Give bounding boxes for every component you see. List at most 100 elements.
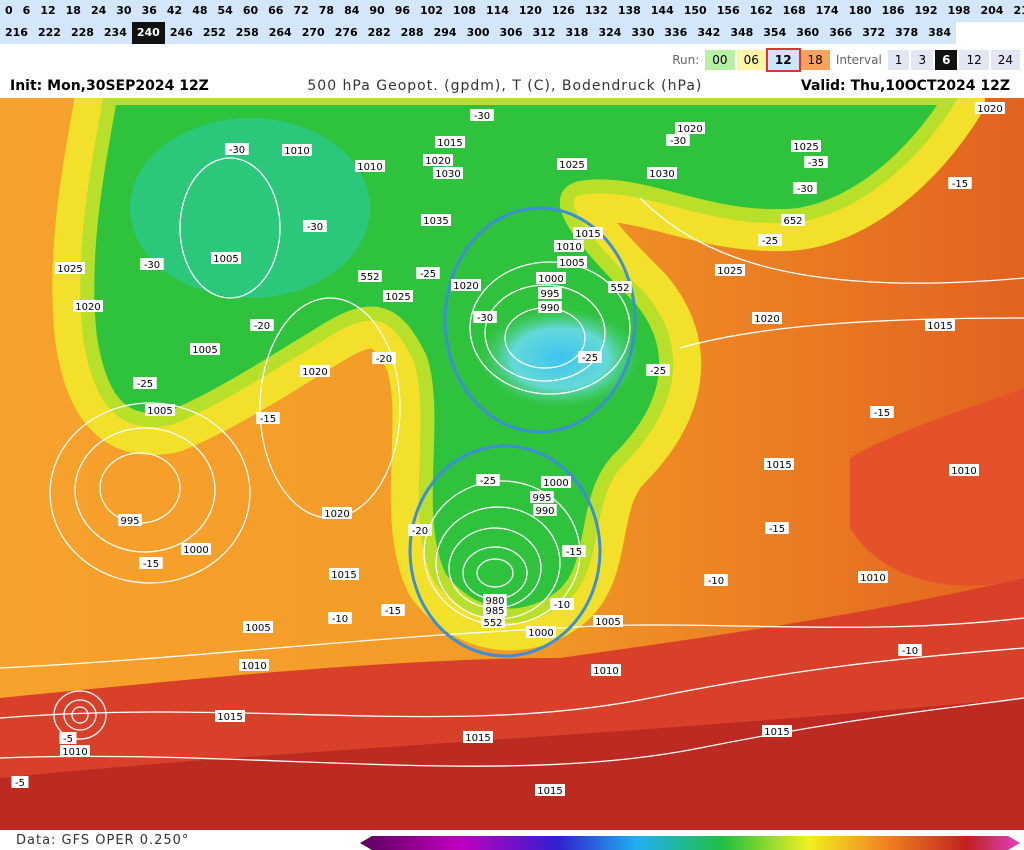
hour-link[interactable]: 336 [664,26,688,39]
hour-link[interactable]: 210 [1013,4,1024,17]
hour-link[interactable]: 72 [293,4,309,17]
interval-button[interactable]: 1 [887,50,910,70]
hour-link[interactable]: 258 [235,26,259,39]
pressure-label: -20 [254,321,270,332]
hour-link[interactable]: 126 [551,4,575,17]
hour-link[interactable]: 342 [697,26,721,39]
hour-link[interactable]: 330 [631,26,655,39]
hour-link[interactable]: 198 [947,4,971,17]
hour-link[interactable]: 192 [914,4,938,17]
interval-button[interactable]: 3 [911,50,934,70]
hour-link[interactable]: 18 [65,4,81,17]
run-button[interactable]: 18 [800,50,830,70]
hour-link[interactable]: 78 [318,4,335,17]
pressure-label: 1005 [595,617,620,628]
hour-link[interactable]: 108 [452,4,476,17]
hour-link[interactable]: 204 [980,4,1004,17]
pressure-label: -20 [376,354,392,365]
pressure-label: -25 [420,269,436,280]
hour-link[interactable]: 360 [796,26,820,39]
label-box [250,319,274,331]
label-box [925,319,955,331]
hour-link[interactable]: 162 [749,4,773,17]
hour-link[interactable]: 366 [829,26,853,39]
hour-link[interactable]: 276 [334,26,358,39]
hour-link[interactable]: 36 [141,4,157,17]
pressure-label: -15 [385,606,401,617]
hour-link[interactable]: 0 [5,4,13,17]
hour-link[interactable]: 240 [131,22,165,44]
hour-link[interactable]: 42 [166,4,183,17]
hour-link[interactable]: 354 [763,26,787,39]
interval-button[interactable]: 12 [959,50,989,70]
run-button[interactable]: 12 [765,48,801,72]
hour-link[interactable]: 252 [202,26,226,39]
hour-link[interactable]: 120 [518,4,542,17]
hour-link[interactable]: 90 [369,4,385,17]
label-box [666,134,690,146]
hour-link[interactable]: 48 [192,4,208,17]
interval-button[interactable]: 24 [990,50,1020,70]
hour-link[interactable]: 144 [650,4,674,17]
pressure-label: 1010 [241,661,266,672]
hour-link[interactable]: 138 [617,4,641,17]
hour-link[interactable]: 24 [90,4,107,17]
run-button[interactable]: 00 [705,50,735,70]
hour-link[interactable]: 12 [40,4,56,17]
hour-link[interactable]: 114 [485,4,509,17]
pressure-label: 552 [360,272,379,283]
hour-link[interactable]: 132 [584,4,608,17]
pressure-label: -15 [143,559,159,570]
hour-link[interactable]: 216 [5,26,28,39]
hour-link[interactable]: 300 [466,26,490,39]
pressure-label: 1000 [538,274,563,285]
label-box [59,732,77,744]
hour-link[interactable]: 30 [116,4,132,17]
label-box [870,406,894,418]
label-box [483,604,507,616]
hour-link[interactable]: 54 [217,4,233,17]
hour-link[interactable]: 66 [268,4,284,17]
hour-link[interactable]: 156 [716,4,740,17]
hour-link[interactable]: 174 [815,4,839,17]
hour-link[interactable]: 84 [344,4,360,17]
hour-link[interactable]: 288 [400,26,424,39]
hour-link[interactable]: 60 [242,4,259,17]
hour-link[interactable]: 270 [301,26,325,39]
label-box [526,626,556,638]
interval-button[interactable]: 6 [935,50,958,70]
label-box [858,571,888,583]
hour-link[interactable]: 102 [420,4,443,17]
hour-link[interactable]: 168 [782,4,806,17]
hour-link[interactable]: 282 [367,26,391,39]
hour-link[interactable]: 180 [848,4,872,17]
hour-link[interactable]: 6 [22,4,31,17]
hour-link[interactable]: 264 [268,26,292,39]
hour-link[interactable]: 294 [433,26,457,39]
hour-link[interactable]: 150 [683,4,707,17]
hour-link[interactable]: 318 [565,26,589,39]
hour-link[interactable]: 186 [881,4,905,17]
hour-link[interactable]: 306 [499,26,523,39]
hour-link[interactable]: 228 [70,26,94,39]
header: Init: Mon,30SEP2024 12Z 500 hPa Geopot. … [10,78,1010,94]
hour-link[interactable]: 246 [169,26,193,39]
pressure-label: -30 [670,136,686,147]
run-button[interactable]: 06 [736,50,766,70]
label-box [948,177,972,189]
hour-link[interactable]: 372 [862,26,886,39]
pressure-label: -30 [477,313,493,324]
label-box [211,252,241,264]
pressure-label: 1020 [324,509,349,520]
hour-link[interactable]: 378 [895,26,919,39]
hour-link[interactable]: 384 [928,26,952,39]
hour-link[interactable]: 234 [103,26,127,39]
label-box [470,109,494,121]
hour-link[interactable]: 312 [532,26,556,39]
hour-link[interactable]: 96 [394,4,410,17]
pressure-label: 1025 [793,142,818,153]
label-box [647,167,677,179]
hour-link[interactable]: 222 [37,26,61,39]
hour-link[interactable]: 348 [730,26,754,39]
hour-link[interactable]: 324 [598,26,622,39]
